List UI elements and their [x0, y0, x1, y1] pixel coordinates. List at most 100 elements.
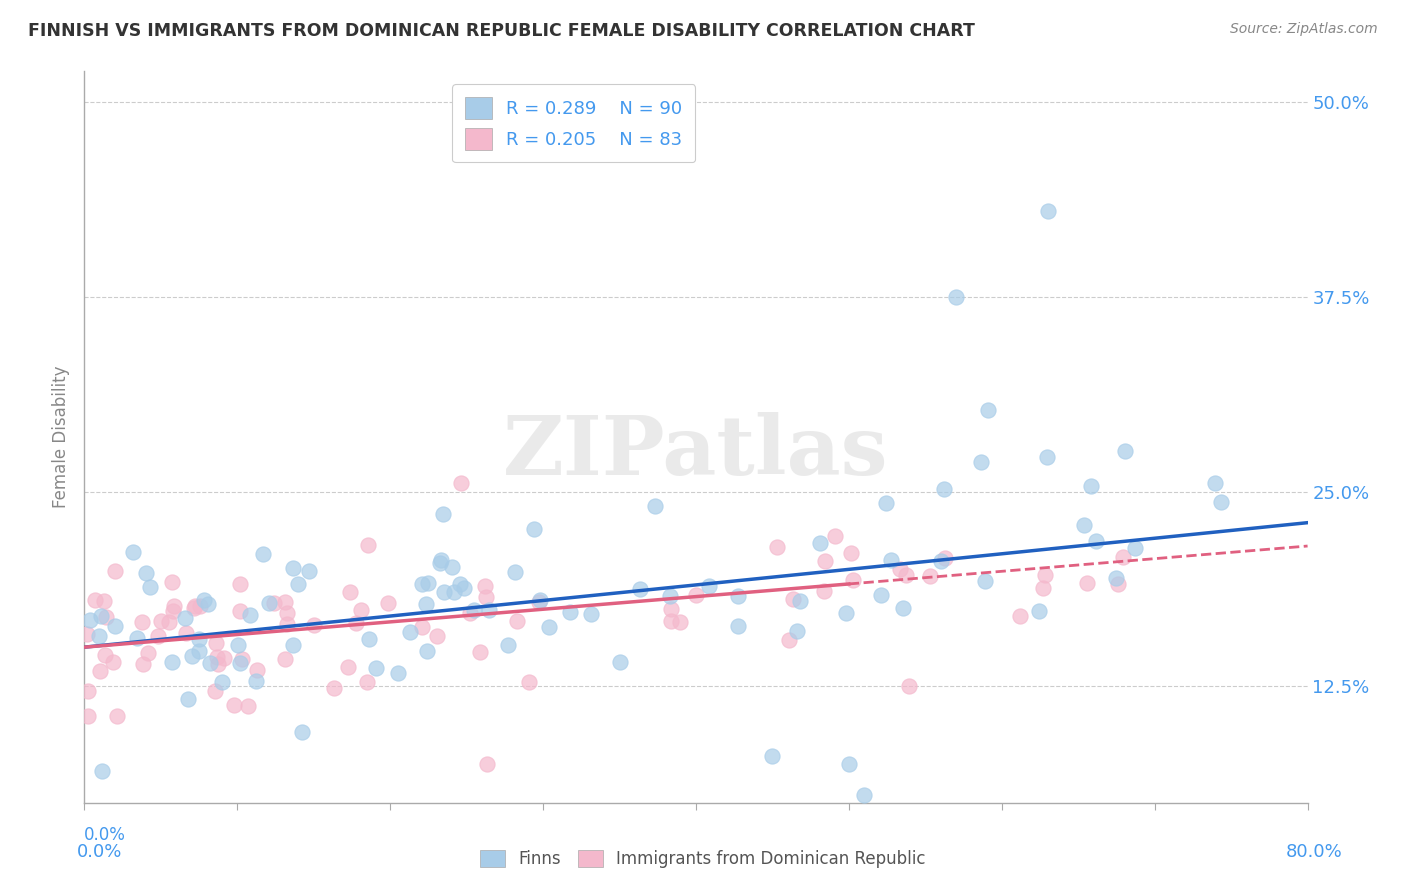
Point	[104, 564, 127, 578]
Point	[644, 499, 666, 513]
Point	[135, 566, 157, 580]
Point	[245, 674, 267, 689]
Y-axis label: Female Disability: Female Disability	[52, 366, 70, 508]
Point	[416, 644, 439, 658]
Point	[274, 594, 297, 608]
Point	[174, 611, 197, 625]
Point	[160, 655, 183, 669]
Legend: Finns, Immigrants from Dominican Republic: Finns, Immigrants from Dominican Republi…	[474, 843, 932, 875]
Point	[357, 538, 380, 552]
Point	[450, 476, 472, 491]
Point	[183, 601, 205, 615]
Point	[786, 624, 808, 638]
Point	[322, 681, 344, 696]
Point	[180, 648, 202, 663]
Point	[977, 403, 1000, 417]
Point	[263, 596, 285, 610]
Point	[1032, 581, 1054, 595]
Point	[122, 544, 145, 558]
Point	[274, 651, 297, 665]
Point	[891, 600, 914, 615]
Point	[869, 588, 891, 602]
Point	[339, 584, 361, 599]
Point	[377, 596, 399, 610]
Point	[628, 582, 651, 596]
Point	[429, 557, 451, 571]
Point	[89, 629, 111, 643]
Point	[77, 709, 100, 723]
Point	[252, 547, 274, 561]
Point	[529, 595, 551, 609]
Point	[174, 625, 197, 640]
Point	[157, 615, 180, 630]
Point	[898, 679, 921, 693]
Point	[257, 597, 280, 611]
Point	[426, 629, 449, 643]
Point	[411, 576, 433, 591]
Point	[808, 536, 831, 550]
Point	[929, 554, 952, 568]
Point	[934, 551, 956, 566]
Point	[90, 764, 112, 778]
Text: 0.0%: 0.0%	[77, 843, 122, 861]
Point	[188, 643, 211, 657]
Point	[1036, 204, 1059, 219]
Point	[496, 638, 519, 652]
Point	[416, 575, 439, 590]
Point	[474, 579, 496, 593]
Legend: R = 0.289    N = 90, R = 0.205    N = 83: R = 0.289 N = 90, R = 0.205 N = 83	[453, 84, 695, 162]
Point	[239, 608, 262, 623]
Point	[789, 593, 811, 607]
Point	[761, 749, 783, 764]
Point	[932, 483, 955, 497]
Point	[945, 290, 967, 304]
Point	[782, 592, 804, 607]
Point	[291, 725, 314, 739]
Point	[94, 648, 117, 662]
Point	[432, 508, 454, 522]
Point	[298, 564, 321, 578]
Point	[205, 636, 228, 650]
Point	[813, 583, 835, 598]
Point	[503, 565, 526, 579]
Point	[458, 606, 481, 620]
Point	[1028, 604, 1050, 618]
Point	[336, 659, 359, 673]
Point	[344, 616, 367, 631]
Point	[229, 577, 252, 591]
Point	[1112, 550, 1135, 565]
Point	[558, 605, 581, 619]
Point	[853, 788, 876, 802]
Point	[287, 577, 309, 591]
Point	[453, 581, 475, 595]
Point	[659, 614, 682, 628]
Point	[246, 663, 269, 677]
Point	[1085, 534, 1108, 549]
Point	[659, 601, 682, 615]
Point	[523, 522, 546, 536]
Point	[441, 560, 464, 574]
Point	[212, 650, 235, 665]
Text: 0.0%: 0.0%	[84, 826, 127, 844]
Point	[727, 619, 749, 633]
Point	[136, 646, 159, 660]
Point	[193, 593, 215, 607]
Point	[699, 579, 721, 593]
Point	[579, 607, 602, 621]
Point	[387, 665, 409, 680]
Point	[429, 553, 451, 567]
Point	[875, 496, 897, 510]
Text: ZIPatlas: ZIPatlas	[503, 412, 889, 491]
Point	[204, 684, 226, 698]
Point	[103, 655, 125, 669]
Point	[177, 692, 200, 706]
Point	[398, 625, 420, 640]
Point	[727, 589, 749, 603]
Point	[669, 615, 692, 629]
Point	[139, 580, 162, 594]
Point	[131, 615, 153, 629]
Point	[190, 599, 212, 613]
Point	[198, 656, 221, 670]
Point	[1080, 479, 1102, 493]
Point	[163, 599, 186, 614]
